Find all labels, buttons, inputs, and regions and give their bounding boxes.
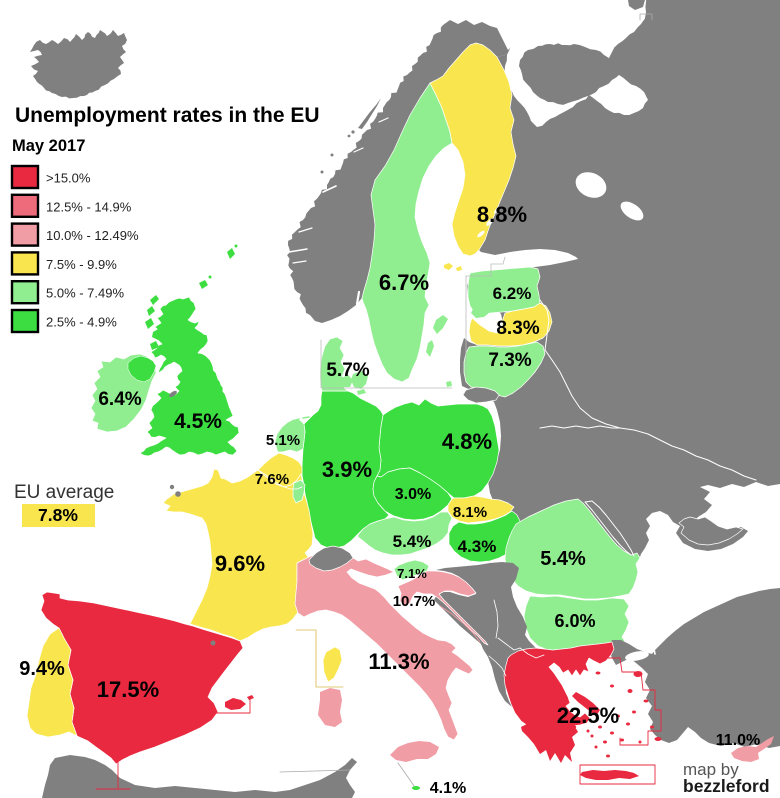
svg-text:Unemployment rates in the EU: Unemployment rates in the EU bbox=[15, 104, 320, 127]
svg-text:8.3%: 8.3% bbox=[496, 318, 539, 339]
svg-text:7.3%: 7.3% bbox=[488, 350, 531, 371]
svg-text:7.1%: 7.1% bbox=[397, 566, 427, 581]
svg-text:7.5% - 9.9%: 7.5% - 9.9% bbox=[46, 257, 117, 272]
svg-text:22.5%: 22.5% bbox=[557, 703, 619, 728]
svg-text:7.6%: 7.6% bbox=[255, 471, 289, 488]
svg-text:11.3%: 11.3% bbox=[368, 649, 429, 674]
svg-text:4.3%: 4.3% bbox=[458, 537, 497, 556]
svg-text:6.4%: 6.4% bbox=[98, 389, 141, 410]
svg-text:5.4%: 5.4% bbox=[393, 532, 432, 551]
svg-text:>15.0%: >15.0% bbox=[46, 171, 91, 186]
svg-text:map by: map by bbox=[683, 760, 739, 779]
svg-text:10.0% - 12.49%: 10.0% - 12.49% bbox=[46, 228, 139, 243]
svg-text:8.8%: 8.8% bbox=[477, 202, 527, 227]
svg-text:4.5%: 4.5% bbox=[174, 410, 222, 433]
svg-text:6.0%: 6.0% bbox=[554, 611, 595, 631]
svg-text:4.1%: 4.1% bbox=[430, 780, 466, 797]
svg-text:4.8%: 4.8% bbox=[442, 429, 492, 454]
svg-text:3.9%: 3.9% bbox=[322, 457, 372, 482]
svg-text:EU average: EU average bbox=[14, 482, 114, 503]
svg-text:11.0%: 11.0% bbox=[716, 732, 760, 749]
svg-text:12.5% - 14.9%: 12.5% - 14.9% bbox=[46, 199, 132, 214]
svg-text:10.7%: 10.7% bbox=[393, 593, 436, 610]
svg-text:9.6%: 9.6% bbox=[215, 551, 265, 576]
svg-text:6.2%: 6.2% bbox=[493, 284, 532, 303]
svg-text:2.5% - 4.9%: 2.5% - 4.9% bbox=[46, 315, 117, 330]
svg-text:May 2017: May 2017 bbox=[12, 137, 85, 155]
svg-text:5.7%: 5.7% bbox=[326, 360, 369, 381]
svg-text:3.0%: 3.0% bbox=[395, 486, 431, 503]
svg-text:9.4%: 9.4% bbox=[19, 658, 65, 680]
svg-text:5.4%: 5.4% bbox=[540, 548, 586, 570]
svg-text:5.1%: 5.1% bbox=[266, 432, 300, 449]
svg-text:17.5%: 17.5% bbox=[97, 677, 159, 702]
svg-text:5.0% - 7.49%: 5.0% - 7.49% bbox=[46, 286, 124, 301]
svg-text:6.7%: 6.7% bbox=[379, 270, 429, 295]
svg-text:7.8%: 7.8% bbox=[38, 505, 78, 525]
svg-text:8.1%: 8.1% bbox=[453, 504, 487, 521]
svg-text:bezzleford: bezzleford bbox=[683, 776, 770, 796]
